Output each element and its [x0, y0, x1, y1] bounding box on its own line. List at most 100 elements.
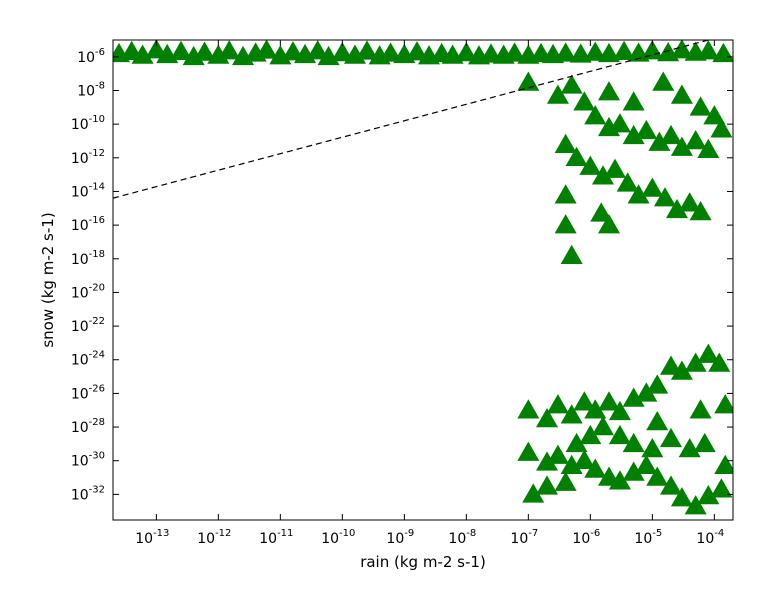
x-tick-label: 10-12 — [197, 528, 231, 547]
data-point — [635, 119, 658, 140]
data-point — [608, 470, 631, 490]
data-point — [641, 437, 664, 458]
data-point — [703, 105, 726, 125]
data-point — [598, 391, 620, 411]
data-point — [560, 74, 583, 94]
data-point — [641, 40, 664, 60]
data-point — [660, 427, 682, 448]
data-point — [131, 44, 154, 64]
data-point — [598, 42, 620, 63]
data-point — [405, 41, 428, 61]
data-point — [714, 454, 733, 475]
data-point — [622, 91, 645, 111]
data-point — [584, 458, 607, 478]
plot-frame — [112, 39, 734, 521]
scatter-markers — [113, 40, 733, 515]
data-point — [591, 165, 614, 185]
x-tick-label: 10-8 — [448, 528, 476, 547]
data-point — [646, 410, 669, 431]
y-tick-label: 10-10 — [71, 114, 105, 133]
data-point — [522, 483, 545, 503]
data-point — [193, 41, 216, 61]
x-tick-label: 10-6 — [572, 528, 600, 547]
data-point — [536, 475, 558, 495]
data-point — [579, 155, 602, 175]
data-point — [652, 71, 675, 91]
data-point — [613, 40, 636, 61]
x-axis-label: rain (kg m-2 s-1) — [360, 553, 486, 571]
data-point — [255, 40, 278, 59]
y-axis-label: snow (kg m-2 s-1) — [39, 212, 57, 347]
data-point — [546, 394, 569, 414]
data-point — [573, 449, 596, 469]
data-point — [646, 466, 669, 486]
data-point — [635, 382, 658, 402]
data-point — [306, 40, 329, 60]
data-point — [379, 42, 402, 62]
x-tick-label: 10-13 — [135, 528, 169, 547]
data-point — [584, 41, 607, 61]
data-point — [590, 202, 613, 222]
data-point — [697, 343, 720, 363]
data-point — [598, 81, 620, 101]
data-point — [565, 146, 588, 167]
data-point — [517, 441, 540, 461]
y-tick-label: 10-26 — [71, 383, 105, 402]
data-point — [689, 399, 712, 419]
data-point — [546, 84, 569, 104]
y-tick-label: 10-32 — [71, 484, 105, 503]
data-point — [591, 416, 614, 436]
data-point — [560, 244, 583, 265]
data-point — [693, 432, 716, 453]
data-point — [560, 404, 583, 424]
y-tick-label: 10-8 — [77, 80, 105, 99]
y-tick-label: 10-12 — [71, 148, 105, 167]
y-tick-label: 10-6 — [77, 47, 105, 66]
data-point — [608, 400, 631, 421]
data-point — [678, 192, 701, 212]
data-point — [678, 437, 701, 458]
data-point — [608, 424, 631, 445]
data-point — [684, 352, 707, 372]
y-axis-ticks: 10-6 10-8 10-10 10-12 10-14 10-16 10-18 10-20 10… — [71, 47, 733, 503]
data-point — [646, 374, 669, 394]
data-point — [455, 41, 478, 62]
data-point — [546, 444, 569, 464]
y-tick-label: 10-28 — [71, 417, 105, 436]
data-point — [503, 42, 526, 62]
data-point — [536, 451, 558, 471]
data-point — [670, 487, 693, 507]
data-point — [554, 184, 577, 204]
data-point — [565, 432, 588, 453]
data-point — [697, 485, 720, 505]
data-point — [616, 172, 639, 192]
x-tick-label: 10-11 — [259, 528, 293, 547]
data-point — [689, 201, 712, 221]
data-point — [689, 96, 712, 116]
y-tick-label: 10-20 — [71, 282, 105, 301]
data-point — [666, 198, 689, 219]
data-point — [660, 355, 682, 375]
data-point — [356, 40, 379, 60]
data-point — [670, 136, 693, 156]
data-point — [622, 461, 645, 481]
data-point — [170, 40, 193, 61]
data-point — [684, 129, 707, 150]
reference-line — [113, 40, 709, 199]
data-point — [554, 214, 577, 234]
data-point — [714, 394, 733, 414]
x-tick-label: 10-4 — [696, 528, 724, 547]
data-point — [573, 91, 596, 111]
data-point — [622, 387, 645, 407]
data-point — [684, 495, 707, 515]
data-point — [608, 113, 631, 133]
x-tick-label: 10-5 — [634, 528, 662, 547]
data-point — [622, 432, 645, 453]
data-point — [331, 41, 354, 62]
y-tick-label: 10-16 — [71, 215, 105, 234]
y-tick-label: 10-30 — [71, 451, 105, 470]
data-point — [604, 158, 627, 178]
data-point — [641, 177, 664, 197]
data-point — [536, 408, 558, 428]
data-point — [670, 40, 693, 59]
